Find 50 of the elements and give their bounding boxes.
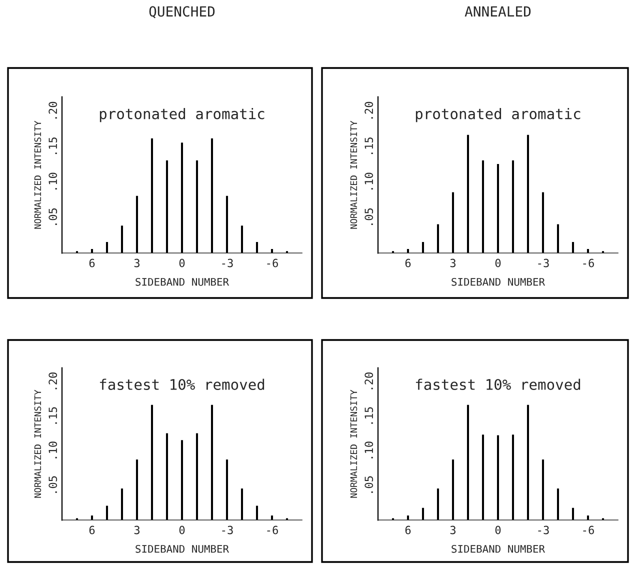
- y-tick-label: .05: [364, 208, 374, 225]
- x-tick-label: 6: [405, 258, 411, 268]
- x-axis-title: SIDEBAND NUMBER: [136, 278, 230, 286]
- x-axis-title: SIDEBAND NUMBER: [452, 278, 546, 286]
- x-tick-label: -6: [267, 258, 278, 268]
- y-tick-label: .15: [364, 137, 374, 154]
- x-tick-label: -6: [267, 526, 278, 534]
- x-tick-label: 0: [179, 258, 185, 268]
- x-tick-label: -3: [538, 526, 549, 534]
- x-tick-label: 0: [495, 526, 501, 534]
- y-tick-label: .20: [48, 372, 58, 390]
- y-axis-title: NORMALIZED INTENSITY: [34, 120, 42, 229]
- x-tick-label: -3: [222, 258, 233, 268]
- y-tick-label: .20: [364, 372, 374, 390]
- annotation: fastest 10% removed: [416, 378, 580, 390]
- y-tick-label: .15: [48, 137, 58, 154]
- y-axis-title: NORMALIZED INTENSITY: [350, 390, 358, 498]
- y-tick-label: .05: [48, 476, 58, 493]
- x-tick-label: -3: [222, 526, 233, 534]
- chart-title: ANNEALED: [464, 6, 531, 16]
- x-tick-label: 6: [89, 258, 95, 268]
- x-tick-label: 0: [179, 526, 185, 534]
- annotation: fastest 10% removed: [100, 378, 264, 390]
- x-tick-label: 3: [134, 526, 140, 534]
- x-axis-title: SIDEBAND NUMBER: [136, 544, 230, 553]
- x-tick-label: 3: [450, 258, 456, 268]
- x-tick-label: 6: [89, 526, 95, 534]
- y-tick-label: .10: [364, 442, 374, 458]
- x-axis-title: SIDEBAND NUMBER: [452, 544, 546, 553]
- y-tick-label: .10: [48, 442, 58, 458]
- y-tick-label: .20: [48, 102, 58, 119]
- x-tick-label: 0: [495, 258, 501, 268]
- x-tick-label: -6: [583, 526, 594, 534]
- x-tick-label: -6: [583, 258, 594, 268]
- y-tick-label: .05: [48, 208, 58, 225]
- y-axis-title: NORMALIZED INTENSITY: [350, 120, 358, 229]
- y-tick-label: .10: [48, 172, 58, 190]
- x-tick-label: 3: [450, 526, 456, 534]
- x-tick-label: -3: [538, 258, 549, 268]
- annotation: protonated aromatic: [416, 108, 580, 122]
- y-tick-label: .05: [364, 476, 374, 493]
- y-tick-label: .20: [364, 102, 374, 119]
- y-tick-label: .15: [48, 407, 58, 424]
- y-tick-label: .10: [364, 172, 374, 190]
- x-tick-label: 6: [405, 526, 411, 534]
- x-tick-label: 3: [134, 258, 140, 268]
- chart-title: QUENCHED: [149, 6, 215, 18]
- y-tick-label: .15: [364, 407, 374, 424]
- y-axis-title: NORMALIZED INTENSITY: [34, 390, 42, 498]
- annotation: protonated aromatic: [100, 108, 264, 122]
